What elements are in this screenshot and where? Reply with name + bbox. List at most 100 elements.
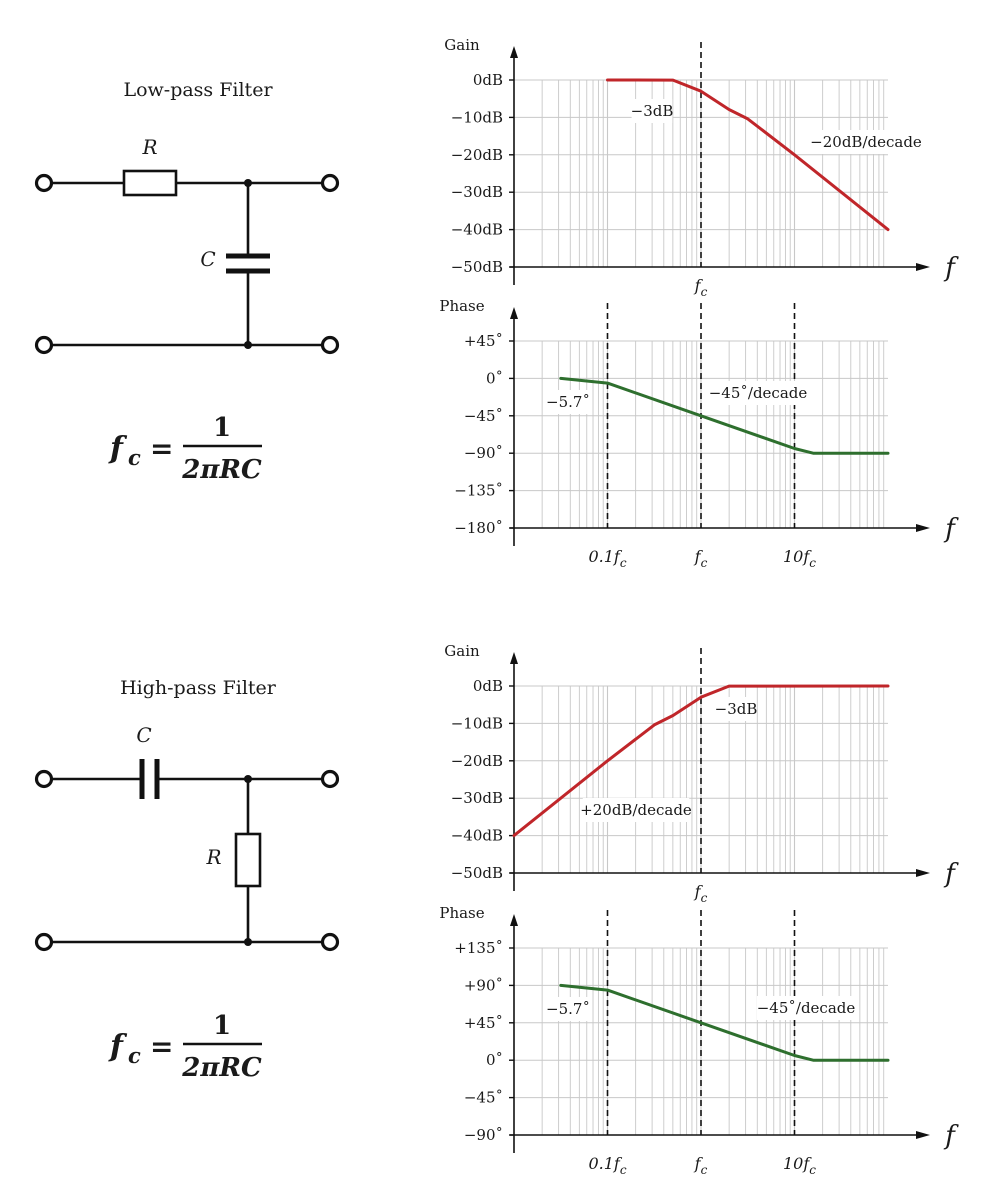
low-pass-formula: f c = 1 2πRC [108,413,262,485]
junction-dot [244,938,252,946]
annotation-bg [582,798,690,822]
y-tick-label: −90˚ [464,444,503,462]
formula-equals: = [150,1030,173,1063]
terminal [320,173,340,193]
annotation-bg [543,390,593,414]
annotation-label: −3dB [631,102,674,120]
high-pass-phase-plot: +135˚ +90˚ +45˚ 0˚ −45˚ −90˚ Phase f 0.1fc fc 10fc… [439,904,959,1177]
annotation-label: −45˚/decade [709,384,808,402]
phase-curve [559,983,890,1062]
annotation-label: −20dB/decade [810,133,922,151]
x-axis-title: f [943,1121,959,1151]
y-axis-title: Gain [444,642,480,660]
high-pass-circuit: High-pass Filter C R [34,677,340,952]
y-tick-label: −40dB [451,827,503,845]
phase-curve [559,376,890,455]
annotation-bg [715,697,757,721]
low-pass-phase-plot: +45˚ 0˚ −45˚ −90˚ −135˚ −180˚ Phase f 0.1fc fc 10f… [439,297,959,570]
high-pass-gain-plot: 0dB −10dB −20dB −30dB −40dB −50dB Gain f fc −3dB +… [444,642,959,905]
annotation-bg [708,381,808,405]
resistor [234,832,262,888]
junction-dot [244,775,252,783]
formula-lhs: f [108,1029,128,1064]
y-tick-label: −50dB [451,864,503,882]
y-tick-label: −45˚ [464,1089,503,1107]
low-pass-circuit: Low-pass Filter R C [34,79,340,355]
annotation-bg [812,130,920,154]
x-axis-arrow [916,524,930,532]
y-axis-arrow [510,914,518,926]
annotation-label: −5.7˚ [546,1000,590,1018]
junction-dot [244,179,252,187]
terminal [320,335,340,355]
y-tick-label: −10dB [451,108,503,126]
y-tick-label: +90˚ [464,976,503,994]
y-tick-label: −50dB [451,258,503,276]
terminal [34,769,54,789]
y-tick-label: +45˚ [464,332,503,350]
terminal [320,769,340,789]
x-axis-arrow [916,1131,930,1139]
y-axis-arrow [510,46,518,58]
annotation-label: −45˚/decade [757,999,856,1017]
high-pass-title: High-pass Filter [120,677,277,699]
low-pass-title: Low-pass Filter [123,79,273,101]
y-tick-label: −20dB [451,752,503,770]
y-tick-label: 0˚ [486,1051,503,1069]
terminal [34,932,54,952]
formula-subscript: c [128,1043,141,1068]
terminal [320,932,340,952]
resistor-label: R [141,135,157,159]
x-tick-label: fc [694,276,708,299]
formula-equals: = [150,432,173,465]
y-tick-label: −40dB [451,221,503,239]
y-tick-label: −10dB [451,714,503,732]
formula-lhs: f [108,431,128,466]
x-axis-title: f [943,514,959,544]
y-axis-arrow [510,652,518,664]
y-axis-title: Phase [439,904,484,922]
terminal [34,335,54,355]
y-tick-label: −180˚ [454,519,503,537]
gain-curve [512,684,890,838]
capacitor-label: C [200,247,215,271]
resistor [122,169,178,197]
y-axis-title: Phase [439,297,484,315]
formula-numerator: 1 [213,413,231,443]
low-pass-gain-plot: 0dB −10dB −20dB −30dB −40dB −50dB Gain f fc −3dB −… [444,36,959,299]
formula-numerator: 1 [213,1011,231,1041]
annotation-bg [543,997,593,1021]
x-tick-label: 10fc [783,547,816,570]
formula-denominator: 2πRC [181,455,262,485]
x-tick-label: fc [694,1154,708,1177]
formula-denominator: 2πRC [181,1053,262,1083]
y-tick-label: −90˚ [464,1126,503,1144]
formula-subscript: c [128,445,141,470]
x-tick-label: 0.1fc [588,547,626,570]
high-pass-formula: f c = 1 2πRC [108,1011,262,1083]
annotation-label: −5.7˚ [546,393,590,411]
x-axis-title: f [943,859,959,889]
x-tick-label: fc [694,547,708,570]
y-tick-label: 0dB [473,71,503,89]
y-tick-label: +135˚ [454,939,503,957]
x-tick-label: fc [694,882,708,905]
y-tick-label: −30dB [451,183,503,201]
y-tick-label: −20dB [451,146,503,164]
annotation-bg [756,996,856,1020]
y-tick-label: 0dB [473,677,503,695]
resistor-label: R [205,845,221,869]
annotation-bg [631,99,673,123]
annotation-label: +20dB/decade [580,801,692,819]
x-axis-arrow [916,263,930,271]
x-axis-title: f [943,253,959,283]
junction-dot [244,341,252,349]
x-tick-label: 0.1fc [588,1154,626,1177]
terminal [34,173,54,193]
annotation-label: −3dB [715,700,758,718]
gain-curve [606,78,890,232]
y-tick-label: 0˚ [486,369,503,387]
y-axis-arrow [510,307,518,319]
capacitor-label: C [136,723,151,747]
